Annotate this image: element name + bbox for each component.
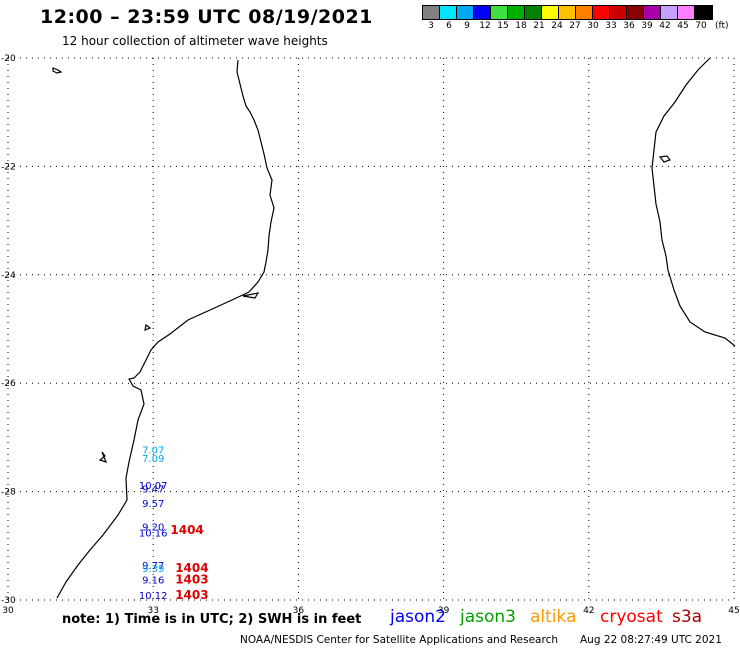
- x-tick-33: 33: [147, 606, 158, 616]
- x-tick-39: 39: [438, 606, 450, 616]
- island-5: [242, 292, 260, 299]
- madagascar-coastline: [651, 57, 736, 347]
- legend-label-3: 3: [428, 21, 434, 31]
- generated-timestamp: Aug 22 08:27:49 UTC 2021: [580, 634, 722, 646]
- legend-label-42: 42: [659, 21, 671, 31]
- satellite-jason3: jason3: [460, 607, 516, 627]
- wave-height-point: 1404: [175, 561, 208, 575]
- legend-swatch-12: [627, 6, 644, 19]
- legend-swatch-6: [525, 6, 542, 19]
- y-tick--24: -24: [1, 271, 16, 281]
- color-scale-labels: 3 6 9 12 15 18 21 24 27 30 33 36 39 42 45 70: [422, 21, 710, 31]
- legend-swatch-2: [457, 6, 474, 19]
- legend-swatch-4: [491, 6, 508, 19]
- legend-swatch-0: [423, 6, 440, 19]
- wave-height-point: 9.77: [142, 561, 164, 572]
- legend-label-33: 33: [605, 21, 617, 31]
- wave-height-point: 10.12: [139, 591, 168, 602]
- credit-text: NOAA/NESDIS Center for Satellite Applica…: [240, 634, 558, 646]
- legend-label-6: 6: [446, 21, 452, 31]
- africa-coastline: [56, 59, 275, 599]
- wave-height-point: 1403: [175, 588, 208, 602]
- satellite-s3a: s3a: [672, 607, 703, 627]
- island-2: [98, 451, 108, 463]
- x-tick-30: 30: [2, 606, 14, 616]
- legend-label-18: 18: [515, 21, 527, 31]
- legend-label-39: 39: [641, 21, 653, 31]
- legend-swatch-9: [576, 6, 593, 19]
- y-tick--22: -22: [1, 162, 16, 172]
- wave-height-point: 10.07: [139, 481, 168, 492]
- axis-tick-labels: 30 33 36 39 42 45 -20 -22 -24 -26 -28 -30: [1, 54, 740, 616]
- wave-height-point: 9.20: [142, 523, 164, 534]
- satellite-cryosat: cryosat: [600, 607, 663, 627]
- wave-height-point: 7.07: [142, 446, 164, 457]
- legend-swatch-7: [542, 6, 559, 19]
- wave-height-point: 9.47: [142, 485, 164, 496]
- legend-label-30: 30: [587, 21, 599, 31]
- y-tick--26: -26: [1, 379, 16, 389]
- legend-swatch-16: [695, 6, 712, 19]
- wave-height-point: 9.16: [142, 576, 164, 587]
- satellite-altika: altika: [530, 607, 577, 627]
- color-scale-legend: [422, 5, 713, 20]
- wave-height-point: 1403: [175, 573, 208, 587]
- legend-swatch-13: [644, 6, 661, 19]
- island-1: [52, 67, 63, 74]
- legend-label-45: 45: [677, 21, 689, 31]
- legend-swatch-8: [559, 6, 576, 19]
- legend-label-15: 15: [497, 21, 509, 31]
- legend-swatch-15: [678, 6, 695, 19]
- legend-label-9: 9: [464, 21, 470, 31]
- coastline: [52, 57, 736, 599]
- legend-swatch-3: [474, 6, 491, 19]
- wave-height-point: 7.09: [142, 454, 164, 465]
- y-tick--20: -20: [1, 54, 16, 64]
- legend-swatch-1: [440, 6, 457, 19]
- legend-label-36: 36: [623, 21, 635, 31]
- wave-height-point: 9.39: [142, 564, 164, 575]
- satellite-jason2: jason2: [390, 607, 446, 627]
- chart-subtitle: 12 hour collection of altimeter wave hei…: [62, 34, 328, 48]
- legend-label-21: 21: [533, 21, 545, 31]
- x-tick-42: 42: [583, 606, 594, 616]
- lat-lon-grid: [7, 57, 735, 601]
- wave-height-point: 9.57: [142, 499, 164, 510]
- legend-swatch-11: [610, 6, 627, 19]
- legend-swatch-14: [661, 6, 678, 19]
- legend-label-12: 12: [479, 21, 491, 31]
- legend-swatch-5: [508, 6, 525, 19]
- wave-height-point: 1404: [170, 523, 203, 537]
- island-3: [144, 323, 152, 331]
- chart-title: 12:00 – 23:59 UTC 08/19/2021: [40, 6, 373, 28]
- legend-swatch-10: [593, 6, 610, 19]
- y-tick--28: -28: [1, 488, 16, 498]
- legend-label-27: 27: [569, 21, 581, 31]
- legend-label-24: 24: [551, 21, 563, 31]
- island-4: [658, 155, 671, 163]
- x-tick-36: 36: [293, 606, 305, 616]
- x-tick-45: 45: [728, 606, 739, 616]
- legend-label-70: 70: [695, 21, 707, 31]
- units-note: note: 1) Time is in UTC; 2) SWH is in fe…: [62, 612, 362, 627]
- y-tick--30: -30: [1, 596, 16, 606]
- legend-unit: (ft): [715, 21, 729, 31]
- wave-height-point: 10.16: [139, 529, 168, 540]
